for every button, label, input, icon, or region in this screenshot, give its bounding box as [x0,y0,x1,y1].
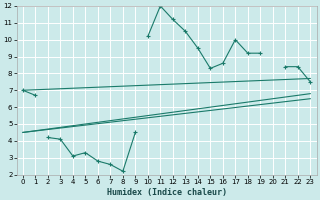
X-axis label: Humidex (Indice chaleur): Humidex (Indice chaleur) [107,188,227,197]
